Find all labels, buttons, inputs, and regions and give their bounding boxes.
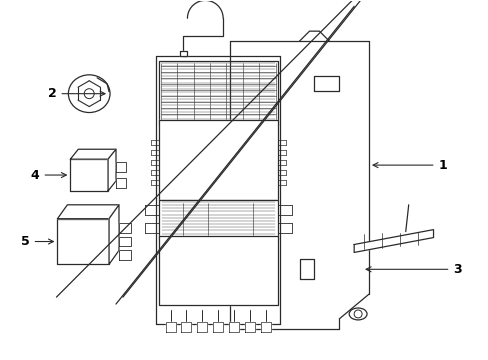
Polygon shape xyxy=(70,159,108,191)
Polygon shape xyxy=(119,237,131,247)
Text: 5: 5 xyxy=(21,235,53,248)
Polygon shape xyxy=(179,51,187,56)
Polygon shape xyxy=(158,121,277,200)
Circle shape xyxy=(182,243,238,299)
Polygon shape xyxy=(119,251,131,260)
Text: 3: 3 xyxy=(366,263,461,276)
Text: 4: 4 xyxy=(31,168,66,181)
Circle shape xyxy=(194,144,225,176)
Circle shape xyxy=(84,89,94,99)
Polygon shape xyxy=(158,200,277,239)
Text: 1: 1 xyxy=(372,159,447,172)
Polygon shape xyxy=(213,322,223,332)
Polygon shape xyxy=(57,205,119,219)
Ellipse shape xyxy=(68,75,110,113)
Polygon shape xyxy=(109,205,119,264)
Polygon shape xyxy=(116,178,126,188)
Circle shape xyxy=(196,257,224,285)
Polygon shape xyxy=(353,230,433,252)
Circle shape xyxy=(353,310,361,318)
Polygon shape xyxy=(299,260,314,279)
Polygon shape xyxy=(229,322,239,332)
Polygon shape xyxy=(181,322,191,332)
Ellipse shape xyxy=(79,209,91,217)
Circle shape xyxy=(207,157,213,163)
Polygon shape xyxy=(116,162,126,172)
Polygon shape xyxy=(260,322,270,332)
Ellipse shape xyxy=(348,308,366,320)
Polygon shape xyxy=(244,322,254,332)
Text: 2: 2 xyxy=(48,87,105,100)
Polygon shape xyxy=(119,223,131,233)
Polygon shape xyxy=(165,322,175,332)
Polygon shape xyxy=(314,76,339,91)
Polygon shape xyxy=(70,149,116,159)
Polygon shape xyxy=(158,235,277,305)
Circle shape xyxy=(207,268,213,274)
Polygon shape xyxy=(197,322,207,332)
Polygon shape xyxy=(57,219,109,264)
Circle shape xyxy=(178,129,242,192)
Polygon shape xyxy=(108,149,116,191)
